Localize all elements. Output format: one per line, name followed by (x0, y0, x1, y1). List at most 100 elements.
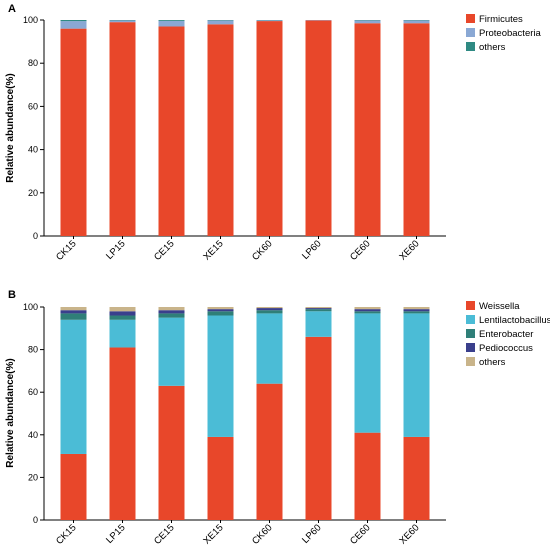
legend-label: others (479, 42, 506, 53)
bar-ck60-firmicutes (256, 21, 283, 236)
legend-swatch (466, 315, 475, 324)
y-tick-label: 40 (28, 145, 38, 155)
chart-panel-b: B Relative abundance(%) 0 20 40 60 80 100 CK15 LP… (5, 289, 550, 547)
bar-lp60-pediococcus (305, 308, 332, 310)
bar-ck15-others (60, 20, 87, 22)
legend-swatch (466, 329, 475, 338)
legend-label: Enterobacter (479, 329, 533, 340)
y-tick-label: 60 (28, 101, 38, 111)
x-tick-label: CK15 (54, 522, 79, 547)
bar-lp60-lentilactobacillus (305, 311, 332, 337)
bar-ck60-lentilactobacillus (256, 313, 283, 384)
bar-lp15-enterobacter (109, 315, 136, 320)
bar-ce15-proteobacteria (158, 20, 185, 27)
bar-ck15-enterobacter (60, 313, 87, 320)
bar-ce60-enterobacter (354, 311, 381, 314)
bar-xe60-enterobacter (403, 311, 430, 314)
x-tick-label: CE15 (152, 522, 177, 547)
bar-ck60-enterobacter (256, 310, 283, 314)
bar-ck15-others (60, 307, 87, 311)
x-tick-label: XE60 (397, 238, 421, 262)
bar-ck15-lentilactobacillus (60, 319, 87, 454)
bar-xe15-firmicutes (207, 24, 234, 236)
bar-xe60-firmicutes (403, 23, 430, 236)
legend-swatch (466, 357, 475, 366)
bar-ce60-lentilactobacillus (354, 313, 381, 433)
bar-ck15-weissella (60, 453, 87, 520)
legend-swatch (466, 343, 475, 352)
bar-lp60-others (305, 307, 332, 309)
bar-ck15-firmicutes (60, 28, 87, 236)
chart-panel-a: A Relative abundance(%) 0 20 40 60 80 100 CK15 LP… (5, 3, 542, 263)
legend-swatch (466, 42, 475, 51)
bar-ck60-weissella (256, 383, 283, 520)
bar-xe60-lentilactobacillus (403, 313, 430, 437)
bar-ce60-proteobacteria (354, 20, 381, 24)
bar-ce15-firmicutes (158, 26, 185, 237)
bar-xe15-pediococcus (207, 309, 234, 312)
bar-lp15-lentilactobacillus (109, 319, 136, 348)
y-axis-label: Relative abundance(%) (5, 73, 16, 182)
bar-lp60-enterobacter (305, 309, 332, 312)
bar-ck60-pediococcus (256, 308, 283, 311)
bar-ce15-others (158, 307, 185, 311)
bar-ce15-weissella (158, 385, 185, 520)
y-tick-label: 80 (28, 58, 38, 68)
legend-label: Firmicutes (479, 14, 523, 25)
y-tick-label: 40 (28, 430, 38, 440)
x-tick-label: CK60 (250, 522, 275, 547)
bar-ce15-lentilactobacillus (158, 317, 185, 386)
bar-ce15-others (158, 20, 185, 21)
bar-ck60-others (256, 307, 283, 309)
bar-lp60-weissella (305, 336, 332, 520)
y-tick-label: 80 (28, 345, 38, 355)
bar-ck15-proteobacteria (60, 21, 87, 29)
bar-xe15-lentilactobacillus (207, 315, 234, 437)
x-tick-label: CE15 (152, 238, 177, 263)
bar-lp15-firmicutes (109, 22, 136, 236)
x-tick-label: CE60 (348, 238, 373, 263)
legend-label: Lentilactobacillus (479, 315, 550, 326)
bar-ce60-others (354, 307, 381, 310)
y-axis-label: Relative abundance(%) (5, 358, 16, 467)
legend-swatch (466, 14, 475, 23)
bar-xe60-proteobacteria (403, 20, 430, 24)
y-tick-label: 100 (23, 302, 38, 312)
panel-letter: A (8, 3, 16, 15)
bar-lp15-weissella (109, 347, 136, 520)
x-tick-label: LP60 (300, 238, 323, 261)
y-tick-label: 0 (33, 231, 38, 241)
bar-xe60-weissella (403, 436, 430, 520)
bar-ce15-enterobacter (158, 313, 185, 318)
bar-ce60-pediococcus (354, 309, 381, 312)
x-tick-label: LP15 (104, 522, 127, 545)
legend-label: Pediococcus (479, 343, 533, 354)
bar-xe15-enterobacter (207, 311, 234, 316)
bar-lp15-pediococcus (109, 311, 136, 316)
bar-lp15-proteobacteria (109, 20, 136, 23)
x-tick-label: XE15 (201, 238, 225, 262)
bar-lp60-firmicutes (305, 20, 332, 236)
bar-xe15-others (207, 307, 234, 310)
legend-swatch (466, 301, 475, 310)
panel-letter: B (8, 289, 16, 301)
x-tick-label: XE15 (201, 522, 225, 546)
bar-ce60-weissella (354, 432, 381, 520)
bar-xe15-weissella (207, 436, 234, 520)
x-tick-label: CE60 (348, 522, 373, 547)
bar-xe60-pediococcus (403, 309, 430, 312)
bar-ce60-firmicutes (354, 23, 381, 236)
legend-label: others (479, 357, 506, 368)
legend-swatch (466, 28, 475, 37)
y-tick-label: 20 (28, 188, 38, 198)
y-tick-label: 100 (23, 15, 38, 25)
bar-ce15-pediococcus (158, 310, 185, 314)
x-tick-label: XE60 (397, 522, 421, 546)
x-tick-label: CK15 (54, 238, 79, 263)
bar-xe15-proteobacteria (207, 20, 234, 25)
y-tick-label: 60 (28, 387, 38, 397)
x-tick-label: CK60 (250, 238, 275, 263)
bar-ck60-proteobacteria (256, 20, 283, 22)
bar-lp15-others (109, 307, 136, 312)
